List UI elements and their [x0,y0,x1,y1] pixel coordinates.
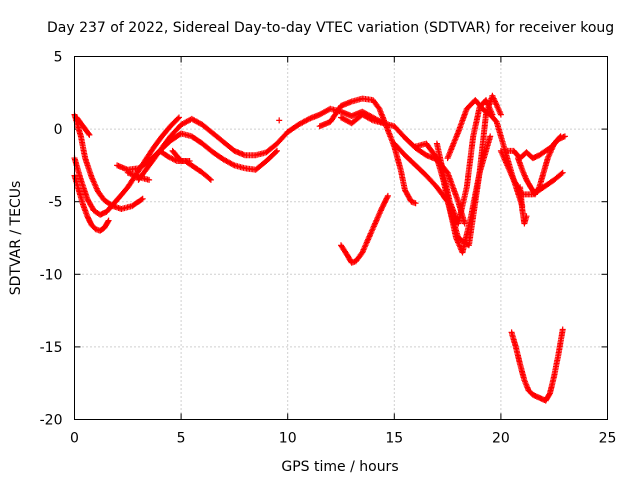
y-axis-label: SDTVAR / TECUs [8,181,24,296]
series-arc09 [124,169,153,183]
data-point-markers [508,326,566,404]
data-point-markers [156,147,214,183]
x-tick-label: 20 [492,431,510,447]
series-arc12 [316,95,419,207]
x-tick-label: 25 [599,431,617,447]
y-tick-label: -10 [40,267,63,283]
y-tick-label: -5 [49,195,63,211]
series-arc14 [338,192,391,266]
y-tick-label: 0 [54,122,63,138]
series-arc07 [156,147,214,183]
data-point-markers [338,192,391,266]
x-tick-label: 0 [70,431,79,447]
series-arc08 [169,147,193,164]
data-point-markers [276,117,283,124]
y-tick-label: 5 [54,50,63,66]
data-point-markers [517,184,530,227]
x-tick-label: 10 [279,431,297,447]
data-point-markers [124,169,153,183]
series-arc04 [73,114,93,138]
x-axis-label: GPS time / hours [281,459,398,475]
y-tick-label: -20 [40,413,63,429]
x-tick-label: 15 [385,431,403,447]
plot-frame [74,56,608,420]
x-tick-label: 5 [177,431,186,447]
series-arc23 [508,326,566,404]
series-arc21 [515,133,564,198]
y-tick-labels: -20 -15 -10 -5 0 5 [40,50,63,429]
data-series [71,92,568,404]
x-tick-labels: 0 5 10 15 20 25 [70,431,616,447]
series-arc10 [276,117,283,124]
chart-title: Day 237 of 2022, Sidereal Day-to-day VTE… [47,20,614,36]
data-point-markers [169,147,193,164]
data-point-markers [316,95,419,207]
series-arc22 [517,184,530,227]
data-point-markers [73,114,93,138]
data-point-markers [515,133,564,198]
y-tick-label: -15 [40,340,63,356]
